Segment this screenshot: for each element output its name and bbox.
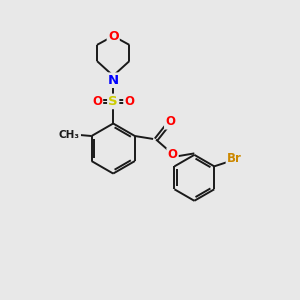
Text: O: O (92, 95, 102, 108)
Text: CH₃: CH₃ (59, 130, 80, 140)
Text: Br: Br (227, 152, 242, 165)
Text: O: O (124, 95, 134, 108)
Text: N: N (108, 74, 119, 87)
Text: O: O (168, 148, 178, 161)
Text: S: S (108, 95, 118, 108)
Text: O: O (108, 30, 119, 43)
Text: O: O (165, 116, 175, 128)
